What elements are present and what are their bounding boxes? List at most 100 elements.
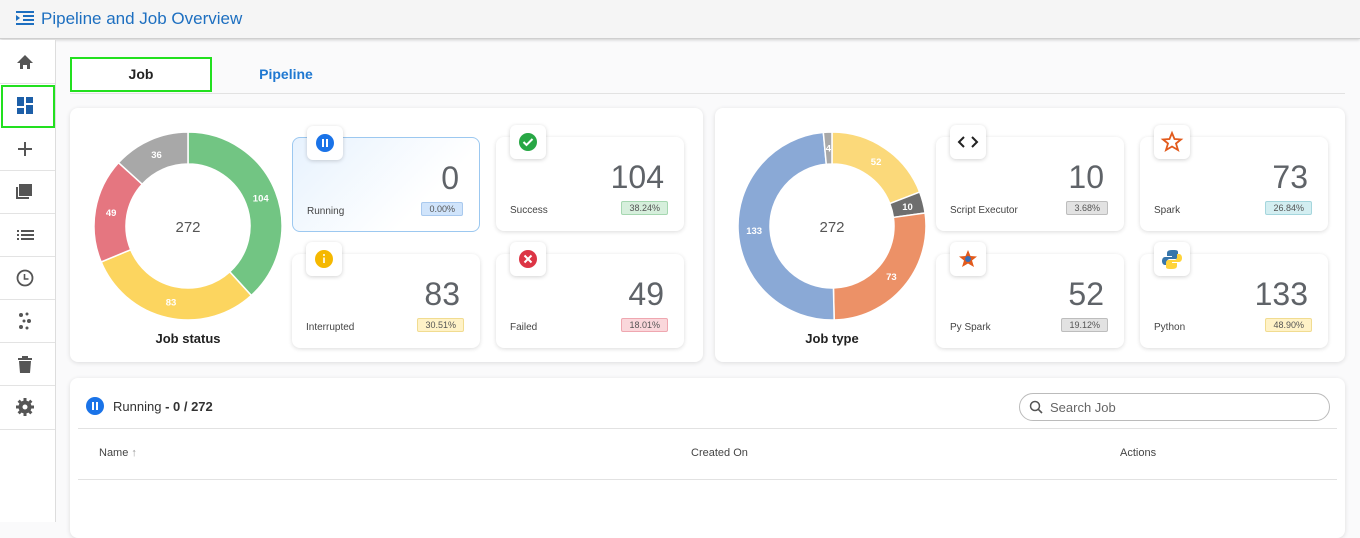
separator (0, 213, 55, 214)
page: {"header": {"title": "Pipeline and Job O… (0, 0, 1360, 522)
tab-divider (70, 93, 1345, 94)
card-value: 104 (610, 159, 664, 195)
donut-segment (117, 131, 189, 186)
separator (0, 342, 55, 343)
donut-segment (832, 212, 927, 321)
segment-label: 10 (902, 202, 913, 213)
card-percent: 19.12% (1061, 318, 1108, 332)
card-value: 73 (1272, 159, 1308, 195)
stat-card[interactable]: 0 Running 0.00% (292, 126, 480, 232)
list-icon[interactable] (17, 230, 34, 240)
segment-label: 83 (166, 298, 177, 309)
separator (0, 299, 55, 300)
running-icon (86, 397, 104, 415)
card-label: Spark (1154, 205, 1181, 216)
sidebar (0, 40, 56, 522)
history-icon[interactable] (16, 269, 34, 287)
stat-card[interactable]: 10 Script Executor 3.68% (936, 125, 1124, 231)
separator (0, 170, 55, 171)
stat-card[interactable]: 133 Python 48.90% (1140, 242, 1328, 348)
library-icon[interactable] (16, 184, 32, 199)
card-icon (950, 242, 986, 276)
list-status: Running (113, 399, 162, 414)
chart-title: Job status (155, 331, 221, 346)
segment-label: 4 (826, 144, 832, 155)
card-label: Failed (510, 322, 538, 333)
trash-icon[interactable] (18, 356, 32, 373)
tab-job[interactable]: Job (70, 57, 212, 92)
stat-card[interactable]: 73 Spark 26.84% (1140, 125, 1328, 231)
donut-segment (100, 248, 253, 321)
card-label: Interrupted (306, 322, 355, 333)
segment-label: 49 (106, 208, 117, 219)
settings-icon[interactable] (16, 398, 34, 416)
header: Pipeline and Job Overview (0, 0, 1360, 39)
separator (0, 429, 55, 430)
card-icon (306, 242, 342, 276)
card-value: 133 (1254, 276, 1308, 312)
list-summary: - 0 / 272 (165, 399, 213, 414)
sort-icon[interactable]: ↑ (131, 447, 137, 459)
search-icon (1029, 400, 1043, 414)
menu-icon[interactable] (16, 10, 35, 27)
card-value: 52 (1068, 276, 1104, 312)
card-icon (510, 242, 546, 276)
segment-label: 73 (886, 272, 897, 283)
column-header: Actions (1120, 447, 1157, 459)
card-label: Running (307, 206, 345, 217)
segment-label: 36 (151, 150, 162, 161)
pipeline-icon[interactable] (19, 312, 31, 330)
card-label: Success (510, 205, 548, 216)
card-value: 0 (441, 160, 459, 196)
card-percent: 26.84% (1265, 201, 1312, 215)
card-value: 49 (628, 276, 664, 312)
donut-segment (737, 131, 835, 321)
card-label: Script Executor (950, 205, 1018, 216)
sidebar-icons (1, 55, 55, 416)
card-label: Python (1154, 322, 1186, 333)
column-header[interactable]: Name ↑ (99, 447, 137, 459)
separator (0, 83, 55, 84)
card-icon (1154, 242, 1190, 276)
separator (0, 256, 55, 257)
active-highlight (1, 85, 55, 128)
home-icon[interactable] (17, 55, 33, 69)
card-value: 83 (424, 276, 460, 312)
dashboard-icon[interactable] (17, 97, 33, 114)
tab-pipeline[interactable]: Pipeline (259, 66, 313, 82)
stat-card[interactable]: 49 Failed 18.01% (496, 242, 684, 348)
separator (0, 385, 55, 386)
donut-chart: 52 10 73 133 4 272 (737, 131, 927, 321)
chart-title: Job type (805, 331, 859, 346)
divider (78, 428, 1337, 429)
card-percent: 38.24% (621, 201, 668, 215)
column-header: Created On (691, 447, 748, 459)
segment-label: 52 (871, 157, 882, 168)
card-icon (510, 125, 546, 159)
card-label: Py Spark (950, 322, 991, 333)
card-icon (307, 126, 343, 160)
job-list-panel: Running - 0 / 272 (70, 378, 1345, 538)
search-placeholder: Search Job (1050, 400, 1116, 415)
card-percent: 48.90% (1265, 318, 1312, 332)
add-icon[interactable] (18, 142, 32, 156)
search-box[interactable]: Search Job (1019, 393, 1330, 421)
column-name: Name (99, 447, 129, 459)
donut-center-label: 272 (175, 219, 200, 236)
card-value: 10 (1068, 159, 1104, 195)
donut-segment (187, 131, 283, 297)
stat-card[interactable]: 104 Success 38.24% (496, 125, 684, 231)
donut-center-label: 272 (819, 219, 844, 236)
stat-card[interactable]: 52 Py Spark 19.12% (936, 242, 1124, 348)
card-icon (1154, 125, 1190, 159)
card-percent: 3.68% (1066, 201, 1108, 215)
card-percent: 0.00% (421, 202, 463, 216)
stat-card[interactable]: 83 Interrupted 30.51% (292, 242, 480, 348)
donut-chart: 104 83 49 36 272 (93, 131, 283, 321)
page-title: Pipeline and Job Overview (41, 9, 243, 28)
donut-segment (822, 131, 833, 166)
card-percent: 18.01% (621, 318, 668, 332)
card-icon (950, 125, 986, 159)
card-percent: 30.51% (417, 318, 464, 332)
divider (78, 479, 1337, 480)
